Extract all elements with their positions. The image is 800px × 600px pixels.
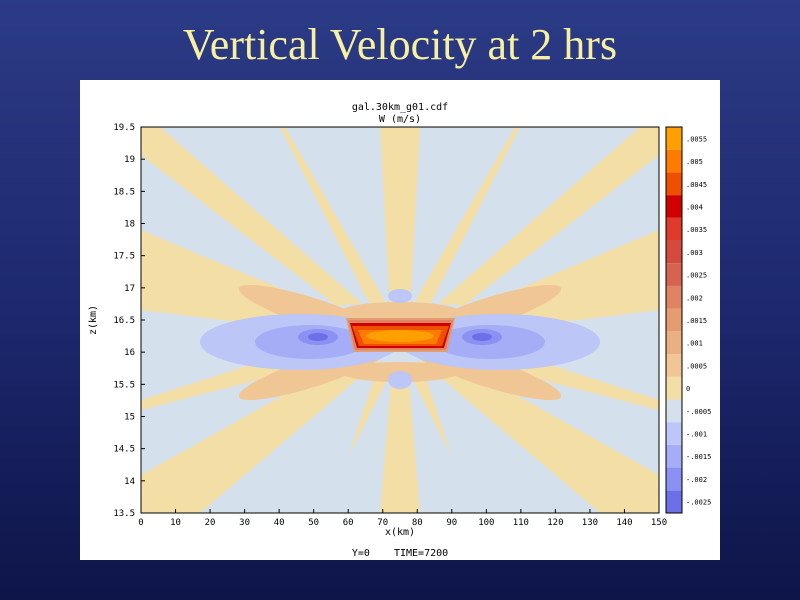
footer-text: Y=0 TIME=7200 [352, 548, 448, 559]
y-axis-ticks: 13.5 14 14.5 15 15.5 16 16.5 17 17.5 18 18.5 19 19.5 [113, 123, 145, 519]
y-axis-label: z(km) [88, 305, 99, 335]
y-tick-label: 17.5 [113, 252, 135, 262]
colorbar-swatch [666, 285, 682, 309]
x-tick-label: 60 [343, 518, 354, 528]
y-tick-label: 13.5 [113, 509, 135, 519]
colorbar-swatch [666, 444, 682, 468]
colorbar-label: .0035 [686, 226, 707, 234]
slide-title: Vertical Velocity at 2 hrs [182, 20, 618, 69]
colorbar-label: 0 [686, 385, 690, 393]
colorbar-swatch [666, 127, 682, 150]
colorbar-label: -.0005 [686, 408, 711, 416]
colorbar-label: .002 [686, 294, 703, 302]
y-tick-label: 18 [124, 220, 135, 230]
figure-panel: gal.30km_g01.cdf W (m/s) [80, 80, 720, 560]
x-tick-label: 90 [446, 518, 457, 528]
x-tick-label: 40 [274, 518, 285, 528]
colorbar-swatch [666, 399, 682, 423]
colorbar-swatch [666, 217, 682, 241]
x-axis-ticks: 0 10 20 30 40 50 60 70 80 90 100 110 120 130 140 150 [138, 509, 667, 528]
colorbar: -.0025 -.002 -.0015 -.001 -.0005 0 .0005 .001 .0… [665, 126, 711, 514]
x-tick-label: 0 [138, 518, 143, 528]
y-tick-label: 15 [124, 413, 135, 423]
colorbar-label: .005 [686, 158, 703, 166]
colorbar-swatch [666, 263, 682, 286]
colorbar-swatch [666, 308, 682, 332]
x-tick-label: 110 [513, 518, 529, 528]
colorbar-label: .003 [686, 249, 703, 257]
colorbar-label: .0025 [686, 272, 707, 280]
y-tick-label: 16.5 [113, 316, 135, 326]
colorbar-swatch [666, 467, 682, 491]
colorbar-label: .0005 [686, 362, 707, 370]
colorbar-label: -.0015 [686, 453, 711, 461]
colorbar-swatch [666, 354, 682, 377]
x-tick-label: 80 [412, 518, 423, 528]
y-tick-label: 16 [124, 348, 135, 358]
colorbar-swatch [666, 331, 682, 355]
y-tick-label: 19 [124, 155, 135, 165]
colorbar-swatch [666, 490, 682, 513]
x-tick-label: 20 [205, 518, 216, 528]
x-tick-label: 70 [377, 518, 388, 528]
colorbar-label: .0045 [686, 181, 707, 189]
colorbar-swatch [666, 149, 682, 173]
colorbar-label: .0015 [686, 317, 707, 325]
colorbar-swatch [666, 376, 682, 400]
x-tick-label: 130 [582, 518, 598, 528]
x-axis-label: x(km) [385, 527, 415, 538]
x-tick-label: 140 [616, 518, 632, 528]
x-tick-label: 30 [239, 518, 250, 528]
x-tick-label: 150 [651, 518, 667, 528]
colorbar-label: .001 [686, 340, 703, 348]
y-tick-label: 15.5 [113, 380, 135, 390]
colorbar-frame [665, 126, 683, 514]
colorbar-swatch [666, 240, 682, 264]
colorbar-label: -.0025 [686, 499, 711, 507]
y-tick-label: 18.5 [113, 187, 135, 197]
chart-title: gal.30km_g01.cdf [352, 102, 448, 113]
colorbar-label: -.001 [686, 431, 707, 439]
colorbar-label: .004 [686, 203, 703, 211]
colorbar-swatch [666, 195, 682, 218]
colorbar-swatch [666, 172, 682, 196]
velocity-contour-plot: gal.30km_g01.cdf W (m/s) [88, 102, 711, 559]
x-tick-label: 120 [547, 518, 563, 528]
chart-subtitle: W (m/s) [379, 114, 421, 125]
y-tick-label: 14 [124, 477, 135, 487]
x-tick-label: 10 [170, 518, 181, 528]
y-tick-label: 19.5 [113, 123, 135, 133]
contour-field [141, 127, 659, 513]
x-tick-label: 50 [308, 518, 319, 528]
colorbar-label: .0055 [686, 135, 707, 143]
colorbar-swatch [666, 422, 682, 445]
x-tick-label: 100 [478, 518, 494, 528]
y-tick-label: 17 [124, 284, 135, 294]
y-tick-label: 14.5 [113, 445, 135, 455]
colorbar-label: -.002 [686, 476, 707, 484]
